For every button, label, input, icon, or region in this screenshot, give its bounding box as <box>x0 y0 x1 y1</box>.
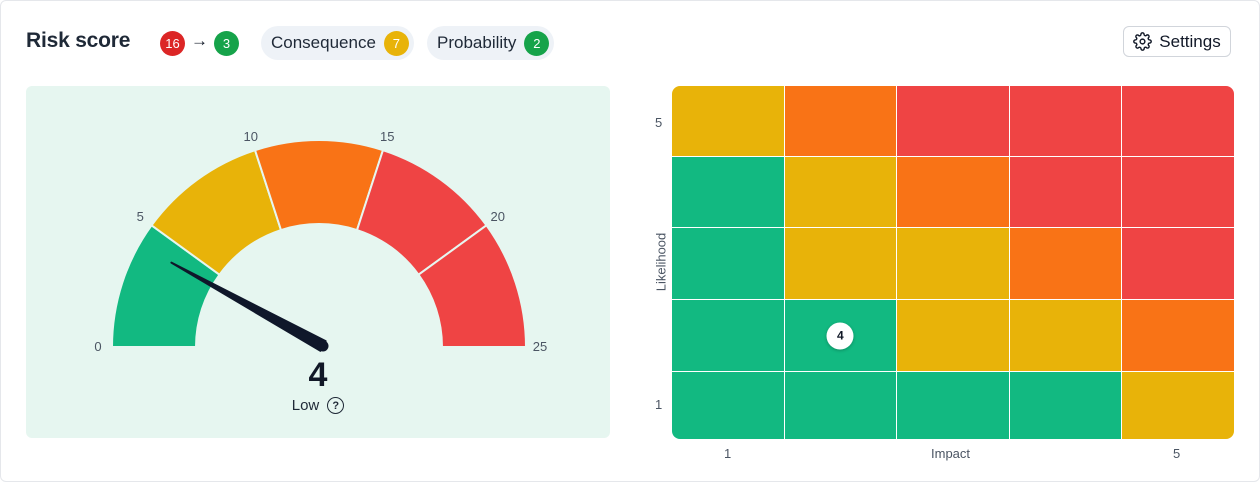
settings-label: Settings <box>1159 31 1221 51</box>
matrix-cell[interactable] <box>897 157 1009 227</box>
previous-score-badge: 16 <box>160 31 185 56</box>
probability-label: Probability <box>437 33 517 52</box>
risk-gauge-panel: 0 5 10 15 20 25 4 Low ? <box>26 86 610 438</box>
x-axis-title: Impact <box>931 446 971 461</box>
matrix-cell[interactable] <box>1122 86 1234 156</box>
matrix-cell[interactable] <box>897 300 1009 371</box>
matrix-cell[interactable] <box>672 157 784 227</box>
matrix-cell[interactable] <box>897 86 1009 156</box>
matrix-cell[interactable] <box>1122 372 1234 439</box>
gauge-segment-5 <box>417 224 527 348</box>
matrix-cell[interactable] <box>672 228 784 299</box>
matrix-cell[interactable] <box>1122 300 1234 371</box>
matrix-cell[interactable] <box>897 228 1009 299</box>
matrix-cell[interactable] <box>784 86 897 156</box>
probability-value-badge: 2 <box>524 30 550 56</box>
y-axis-title: Likelihood <box>653 232 669 292</box>
x-axis-right-label: 5 <box>1173 446 1181 461</box>
matrix-cell[interactable] <box>672 372 784 439</box>
page-title: Risk score <box>26 29 131 52</box>
probability-chip[interactable]: Probability 2 <box>427 26 555 60</box>
settings-button[interactable]: Settings <box>1123 26 1231 57</box>
matrix-cell[interactable] <box>1009 228 1122 299</box>
y-axis-bottom-label: 1 <box>655 397 663 412</box>
y-axis-top-label: 5 <box>655 115 663 130</box>
matrix-cell[interactable] <box>784 157 897 227</box>
arrow-right-icon: → <box>191 31 208 50</box>
matrix-cell[interactable] <box>1009 157 1122 227</box>
matrix-cell[interactable] <box>672 300 784 371</box>
matrix-cell[interactable] <box>897 372 1009 439</box>
gauge-tick-label: 15 <box>380 129 394 144</box>
risk-matrix: 4 <box>672 86 1234 439</box>
gauge-tick-label: 10 <box>243 129 257 144</box>
gauge-tick-label: 0 <box>94 339 101 354</box>
consequence-chip[interactable]: Consequence 7 <box>261 26 414 60</box>
gauge-tick-label: 5 <box>137 209 144 224</box>
risk-position-marker[interactable]: 4 <box>826 322 854 349</box>
matrix-cell[interactable] <box>1122 228 1234 299</box>
matrix-cell[interactable] <box>1122 157 1234 227</box>
gear-icon <box>1133 32 1153 51</box>
matrix-cell[interactable]: 4 <box>784 300 897 371</box>
current-score-badge: 3 <box>214 31 239 56</box>
risk-level: Low ? <box>26 397 610 414</box>
risk-gauge: 0 5 10 15 20 25 <box>94 129 547 354</box>
consequence-value-badge: 7 <box>383 30 409 56</box>
consequence-label: Consequence <box>271 33 376 52</box>
gauge-tick-label: 20 <box>491 209 505 224</box>
x-axis-left-label: 1 <box>724 446 732 461</box>
risk-score-value: 4 <box>308 356 328 394</box>
matrix-cell[interactable] <box>1009 86 1122 156</box>
matrix-cell[interactable] <box>784 228 897 299</box>
question-circle-icon[interactable]: ? <box>327 397 345 414</box>
gauge-needle-hub <box>317 340 329 352</box>
matrix-cell[interactable] <box>1009 372 1122 439</box>
matrix-cell[interactable] <box>672 86 784 156</box>
matrix-cell[interactable] <box>1009 300 1122 371</box>
gauge-tick-label: 25 <box>533 339 547 354</box>
risk-level-label: Low <box>291 397 320 414</box>
matrix-cell[interactable] <box>784 372 897 439</box>
